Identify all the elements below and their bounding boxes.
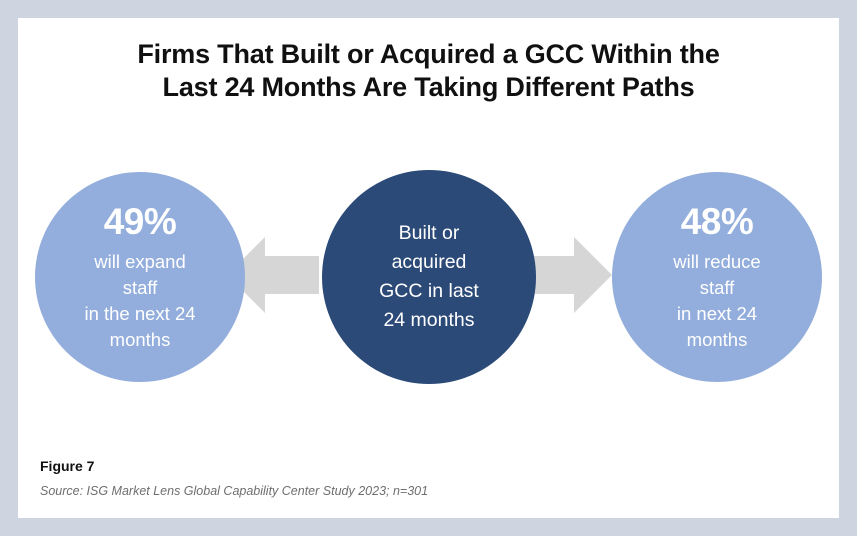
node-built-or-acquired-gcc-label: Built or acquired GCC in last 24 months — [355, 219, 503, 335]
diagram-stage: 49% will expand staff in the next 24 mon… — [18, 18, 839, 518]
node-reduce-staff-label-line-4: months — [686, 328, 748, 350]
node-expand-staff-label-line-3: in the next 24 — [84, 302, 196, 324]
arrow-left-icon — [227, 237, 319, 313]
node-reduce-staff-label-line-2: staff — [699, 276, 735, 298]
node-expand-staff-label-line-2: staff — [122, 276, 158, 298]
source-note: Source: ISG Market Lens Global Capabilit… — [40, 484, 429, 498]
node-reduce-staff-value: 48% — [680, 200, 754, 242]
title-line-1: Firms That Built or Acquired a GCC Withi… — [137, 39, 720, 69]
node-center-label-line-2: acquired — [391, 251, 467, 273]
page-title: Firms That Built or Acquired a GCC Withi… — [18, 38, 839, 104]
node-expand-staff-label-line-1: will expand — [94, 250, 186, 272]
node-expand-staff-value: 49% — [103, 200, 177, 242]
node-center-label-line-3: GCC in last — [379, 280, 479, 302]
node-center-label-line-1: Built or — [398, 222, 460, 244]
infographic-card: Firms That Built or Acquired a GCC Withi… — [18, 18, 839, 518]
node-reduce-staff-label-line-3: in next 24 — [676, 302, 758, 324]
node-reduce-staff-label-line-1: will reduce — [673, 250, 761, 272]
figure-label: Figure 7 — [40, 458, 95, 474]
title-line-2: Last 24 Months Are Taking Different Path… — [162, 72, 695, 102]
node-reduce-staff-label: will reduce staff in next 24 months — [659, 249, 774, 353]
arrow-right-icon — [520, 237, 612, 313]
node-center-label-line-4: 24 months — [383, 309, 475, 331]
figure-footer: Figure 7 Source: ISG Market Lens Global … — [40, 456, 740, 500]
node-reduce-staff: 48% will reduce staff in next 24 months — [612, 172, 822, 382]
node-expand-staff: 49% will expand staff in the next 24 mon… — [35, 172, 245, 382]
node-built-or-acquired-gcc: Built or acquired GCC in last 24 months — [322, 170, 536, 384]
node-expand-staff-label-line-4: months — [109, 328, 171, 350]
node-expand-staff-label: will expand staff in the next 24 months — [70, 249, 209, 353]
